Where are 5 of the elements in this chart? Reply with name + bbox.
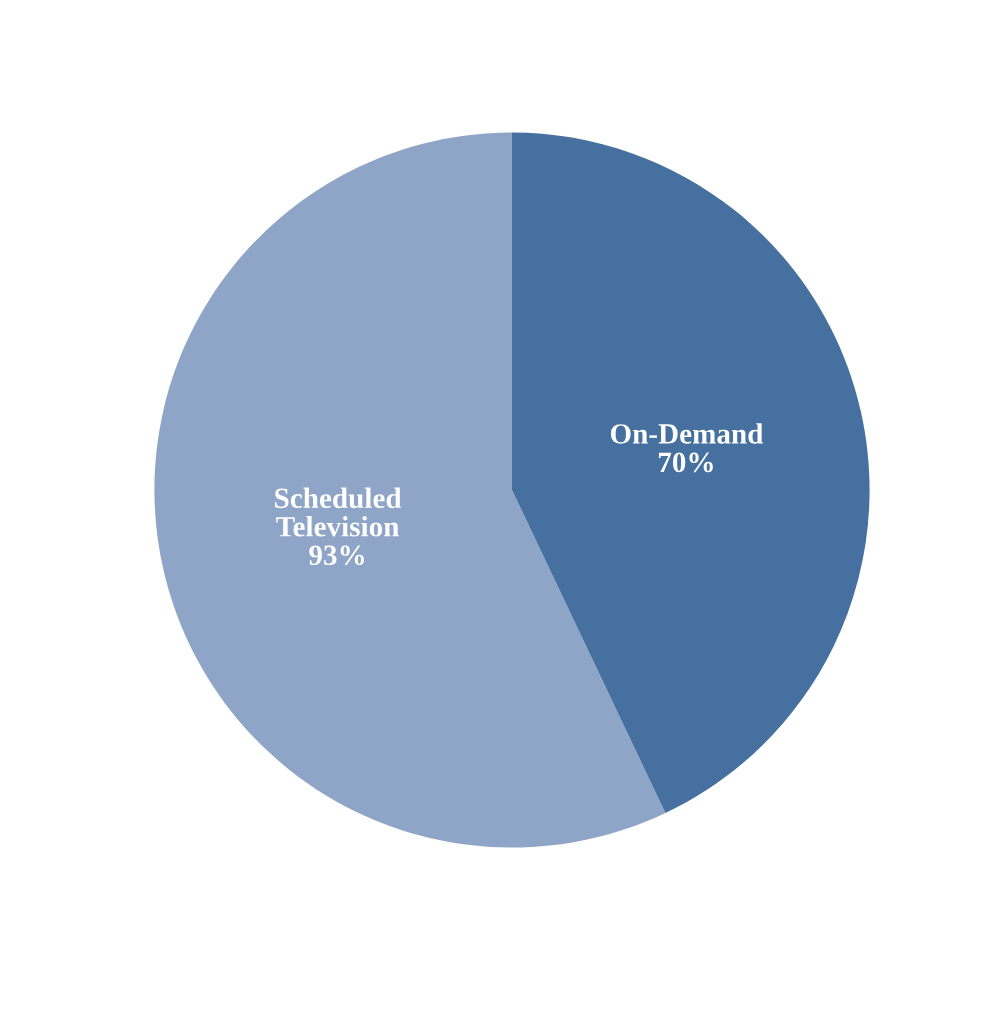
data-label: 70% (658, 452, 713, 473)
data-label: 93% (309, 545, 365, 566)
slice-label: On-Demand (610, 423, 764, 444)
slice-label: Scheduled Television (275, 487, 402, 537)
pie-slice (512, 132, 870, 814)
